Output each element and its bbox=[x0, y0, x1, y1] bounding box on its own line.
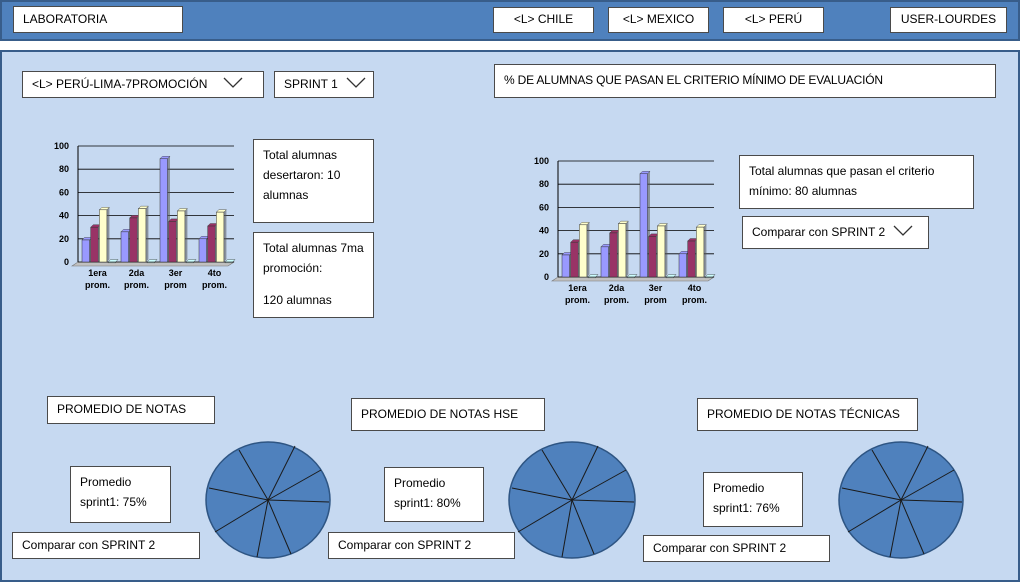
dropouts-info: Total alumnas desertaron: 10 alumnas bbox=[253, 139, 374, 223]
user-menu[interactable]: USER-LOURDES bbox=[890, 7, 1007, 33]
bar-series3-2 bbox=[137, 205, 149, 263]
avg-notes-compare-button[interactable]: Comparar con SPRINT 2 bbox=[12, 532, 200, 559]
pass-count-info: Total alumnas que pasan el criterio míni… bbox=[739, 155, 974, 209]
bar-series3-1 bbox=[578, 222, 590, 278]
y-tick-label: 80 bbox=[539, 179, 549, 189]
x-tick-label: 2da bbox=[609, 283, 626, 293]
sprint-dropdown-label: SPRINT 1 bbox=[284, 76, 338, 91]
bar-series4-1 bbox=[107, 259, 119, 264]
x-tick-label: prom. bbox=[202, 280, 227, 290]
x-tick-label: prom bbox=[644, 295, 667, 305]
avg-notes-value: Promedio sprint1: 75% bbox=[70, 466, 171, 523]
avg-notes-title: PROMEDIO DE NOTAS bbox=[47, 396, 215, 424]
y-tick-label: 100 bbox=[534, 156, 549, 166]
y-tick-label: 0 bbox=[544, 272, 549, 282]
bar-series4-3 bbox=[665, 274, 677, 279]
x-tick-label: 4to bbox=[208, 268, 222, 278]
y-tick-label: 20 bbox=[59, 234, 69, 244]
avg-technical-pie bbox=[838, 441, 964, 559]
avg-hse-value: Promedio sprint1: 80% bbox=[384, 467, 484, 522]
country-tab-mexico[interactable]: <L> MEXICO bbox=[608, 7, 709, 33]
x-tick-label: 3er bbox=[649, 283, 663, 293]
avg-technical-compare-button[interactable]: Comparar con SPRINT 2 bbox=[643, 535, 830, 562]
avg-hse-compare-button[interactable]: Comparar con SPRINT 2 bbox=[328, 532, 515, 559]
avg-hse-title: PROMEDIO DE NOTAS HSE bbox=[351, 398, 545, 431]
bar-series3-4 bbox=[695, 224, 707, 278]
total-students-label: Total alumnas 7ma promoción: bbox=[263, 241, 364, 275]
compare-dropdown-label: Comparar con SPRINT 2 bbox=[752, 224, 886, 239]
avg-notes-pie bbox=[205, 441, 331, 559]
x-tick-label: 1era bbox=[568, 283, 588, 293]
bar-series4-4 bbox=[704, 274, 716, 279]
bar-chart-promotions: 0 20 40 60 80 100 1era prom. 2da prom. 3er prom 4to p… bbox=[54, 141, 236, 290]
x-tick-label: prom. bbox=[604, 295, 629, 305]
bar-series3-4 bbox=[215, 209, 227, 263]
x-tick-label: 4to bbox=[688, 283, 702, 293]
y-tick-label: 100 bbox=[54, 141, 69, 151]
x-tick-label: prom. bbox=[565, 295, 590, 305]
y-tick-label: 20 bbox=[539, 249, 549, 259]
country-tab-chile[interactable]: <L> CHILE bbox=[493, 7, 594, 33]
bar-series3-3 bbox=[176, 208, 188, 263]
chevron-down-icon bbox=[893, 223, 913, 242]
bar-series4-4 bbox=[224, 259, 236, 264]
cohort-dropdown-label: <L> PERÚ-LIMA-7PROMOCIÓN bbox=[32, 76, 208, 91]
compare-sprint2-dropdown[interactable]: Comparar con SPRINT 2 bbox=[742, 216, 929, 249]
app-title: LABORATORIA bbox=[13, 6, 183, 33]
y-tick-label: 80 bbox=[59, 164, 69, 174]
sprint-dropdown[interactable]: SPRINT 1 bbox=[274, 71, 374, 98]
total-students-count: 120 alumnas bbox=[263, 293, 332, 307]
y-tick-label: 40 bbox=[539, 226, 549, 236]
bar-series4-3 bbox=[185, 259, 197, 264]
bar-series3-2 bbox=[617, 220, 629, 278]
x-tick-label: prom. bbox=[682, 295, 707, 305]
country-tab-peru[interactable]: <L> PERÚ bbox=[723, 7, 824, 33]
x-tick-label: 2da bbox=[129, 268, 146, 278]
avg-technical-title: PROMEDIO DE NOTAS TÉCNICAS bbox=[697, 398, 918, 431]
bar-series4-2 bbox=[626, 274, 638, 279]
chevron-down-icon bbox=[223, 75, 243, 94]
bar-chart-pass-criteria: 0 20 40 60 80 100 1era prom. 2da prom. 3er prom 4to p… bbox=[534, 156, 716, 305]
x-tick-label: prom bbox=[164, 280, 187, 290]
bar-series4-2 bbox=[146, 259, 158, 264]
chevron-down-icon bbox=[346, 75, 366, 94]
y-tick-label: 0 bbox=[64, 257, 69, 267]
bar-series4-1 bbox=[587, 274, 599, 279]
x-tick-label: 3er bbox=[169, 268, 183, 278]
x-tick-label: prom. bbox=[124, 280, 149, 290]
bar-series3-3 bbox=[656, 223, 668, 278]
total-students-info: Total alumnas 7ma promoción: 120 alumnas bbox=[253, 232, 374, 318]
avg-hse-pie bbox=[508, 441, 636, 559]
x-tick-label: 1era bbox=[88, 268, 108, 278]
y-tick-label: 60 bbox=[59, 187, 69, 197]
y-tick-label: 60 bbox=[539, 202, 549, 212]
x-tick-label: prom. bbox=[85, 280, 110, 290]
bar-series1-1 bbox=[81, 237, 93, 263]
avg-technical-value: Promedio sprint1: 76% bbox=[703, 472, 803, 527]
cohort-dropdown[interactable]: <L> PERÚ-LIMA-7PROMOCIÓN bbox=[22, 71, 264, 98]
bar-series3-1 bbox=[98, 207, 110, 263]
pass-criteria-title: % DE ALUMNAS QUE PASAN EL CRITERIO MÍNIM… bbox=[494, 64, 996, 98]
y-tick-label: 40 bbox=[59, 211, 69, 221]
